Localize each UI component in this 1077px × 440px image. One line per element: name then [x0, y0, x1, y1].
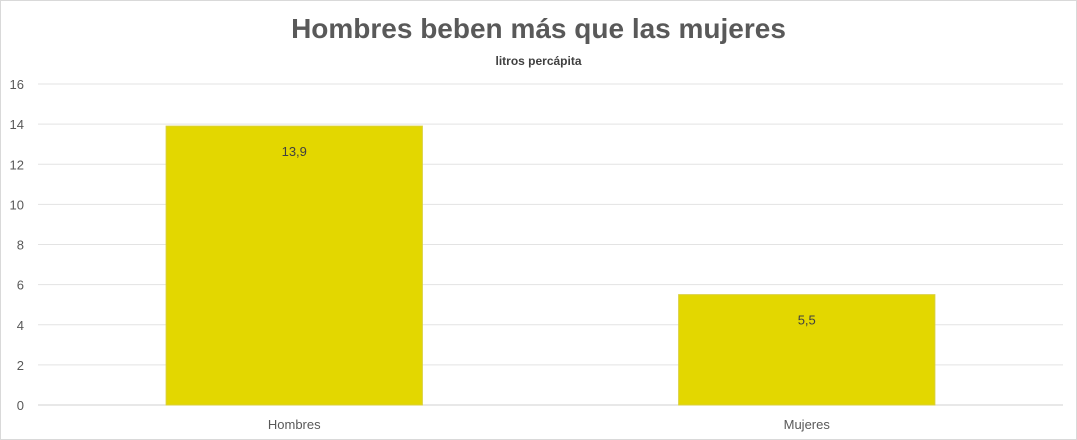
bar — [678, 294, 936, 406]
chart-title: Hombres beben más que las mujeres — [291, 13, 786, 44]
y-tick-label: 12 — [10, 157, 24, 172]
x-tick-label: Mujeres — [784, 417, 831, 432]
data-label: 5,5 — [798, 313, 816, 328]
y-tick-label: 2 — [17, 358, 24, 373]
y-tick-label: 14 — [10, 117, 24, 132]
data-label: 13,9 — [282, 144, 307, 159]
y-tick-label: 8 — [17, 238, 24, 253]
y-tick-label: 10 — [10, 197, 24, 212]
chart-subtitle: litros percápita — [495, 54, 582, 68]
y-tick-label: 0 — [17, 398, 24, 413]
x-tick-label: Hombres — [268, 417, 321, 432]
y-tick-label: 4 — [17, 318, 24, 333]
y-tick-label: 6 — [17, 278, 24, 293]
y-tick-label: 16 — [10, 77, 24, 92]
bar — [165, 125, 423, 406]
